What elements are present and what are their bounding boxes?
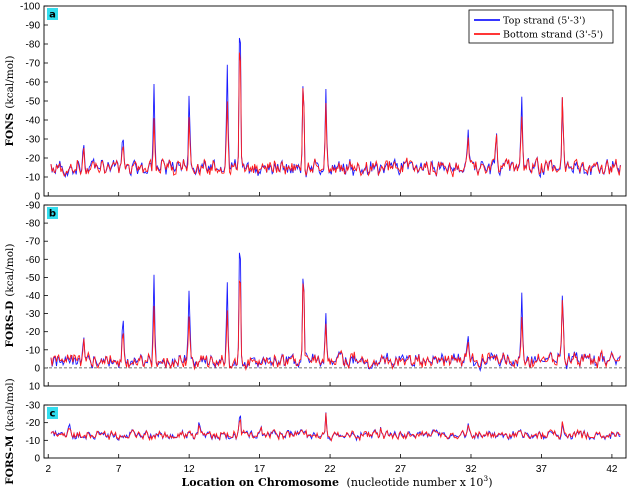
y-tick-label: -100 — [20, 2, 40, 13]
x-tick-label: 22 — [325, 464, 337, 475]
y-tick-label: -70 — [26, 59, 41, 70]
x-tick-label: 32 — [465, 464, 477, 475]
panel-label-box — [47, 407, 58, 419]
y-tick-label: -60 — [26, 255, 41, 266]
y-axis-label: FORS-M(kcal/mol) — [4, 378, 16, 485]
y-tick-label: -20 — [26, 327, 41, 338]
y-axis-label: FORS-D(kcal/mol) — [4, 244, 16, 348]
x-axis-label: Location on Chromosome (nucleotide numbe… — [182, 474, 493, 489]
x-tick-label: 27 — [395, 464, 407, 475]
y-tick-label: -20 — [26, 418, 41, 429]
legend-box — [468, 9, 614, 44]
y-tick-label: -40 — [26, 291, 41, 302]
y-tick-label: -30 — [26, 401, 41, 412]
y-tick-label: -10 — [26, 173, 41, 184]
plot-frame-c — [43, 404, 627, 459]
y-tick-label: -90 — [26, 21, 41, 32]
x-tick-label: 42 — [606, 464, 618, 475]
y-tick-label: -50 — [26, 273, 41, 284]
y-tick-label: -40 — [26, 116, 41, 127]
series-line-bottom-strand — [50, 52, 621, 178]
series-line-bottom-strand — [50, 279, 621, 371]
y-tick-label: -30 — [26, 309, 41, 320]
x-tick-label: 7 — [116, 464, 122, 475]
panel-label: c — [50, 409, 56, 420]
legend-top-label: Top strand (5'-3') — [503, 16, 585, 27]
y-tick-label: -90 — [26, 201, 41, 212]
legend: Top strand (5'-3') Bottom strand (3'-5') — [468, 9, 614, 44]
panel-label-box — [47, 207, 58, 219]
y-tick-label: -50 — [26, 97, 41, 108]
y-tick-label: 0 — [34, 192, 40, 203]
panel-b: -90 -80 -70 -60 -50 -40 -30 -20 -10 0 10 b FORS-D(kc… — [4, 201, 627, 393]
y-tick-label: -20 — [26, 154, 41, 165]
x-tick-label: 12 — [184, 464, 196, 475]
y-tick-label: -80 — [26, 40, 41, 51]
x-tick-labels: 2 7 12 17 22 27 32 37 42 — [45, 464, 617, 475]
panel-label-box — [47, 8, 58, 20]
legend-bottom-label: Bottom strand (3'-5') — [503, 30, 603, 41]
y-tick-label: -60 — [26, 78, 41, 89]
y-axis-label: FONS(kcal/mol) — [4, 55, 16, 146]
x-tick-label: 37 — [536, 464, 548, 475]
y-tick-label: -70 — [26, 237, 41, 248]
y-tick-label: -30 — [26, 135, 41, 146]
panel-c: -30 -20 -10 0 c FORS-M(kcal/mol) — [4, 378, 627, 485]
y-tick-label: -10 — [26, 345, 41, 356]
x-tick-label: 17 — [254, 464, 266, 475]
y-tick-label: 10 — [29, 382, 41, 393]
y-tick-label: 0 — [34, 363, 40, 374]
y-tick-label: -10 — [26, 436, 41, 447]
y-tick-label: 0 — [34, 454, 40, 465]
panel-label: a — [49, 10, 56, 21]
x-tick-label: 2 — [45, 464, 51, 475]
y-tick-label: -80 — [26, 219, 41, 230]
series-line-bottom-strand — [50, 412, 621, 443]
panel-label: b — [49, 209, 56, 220]
